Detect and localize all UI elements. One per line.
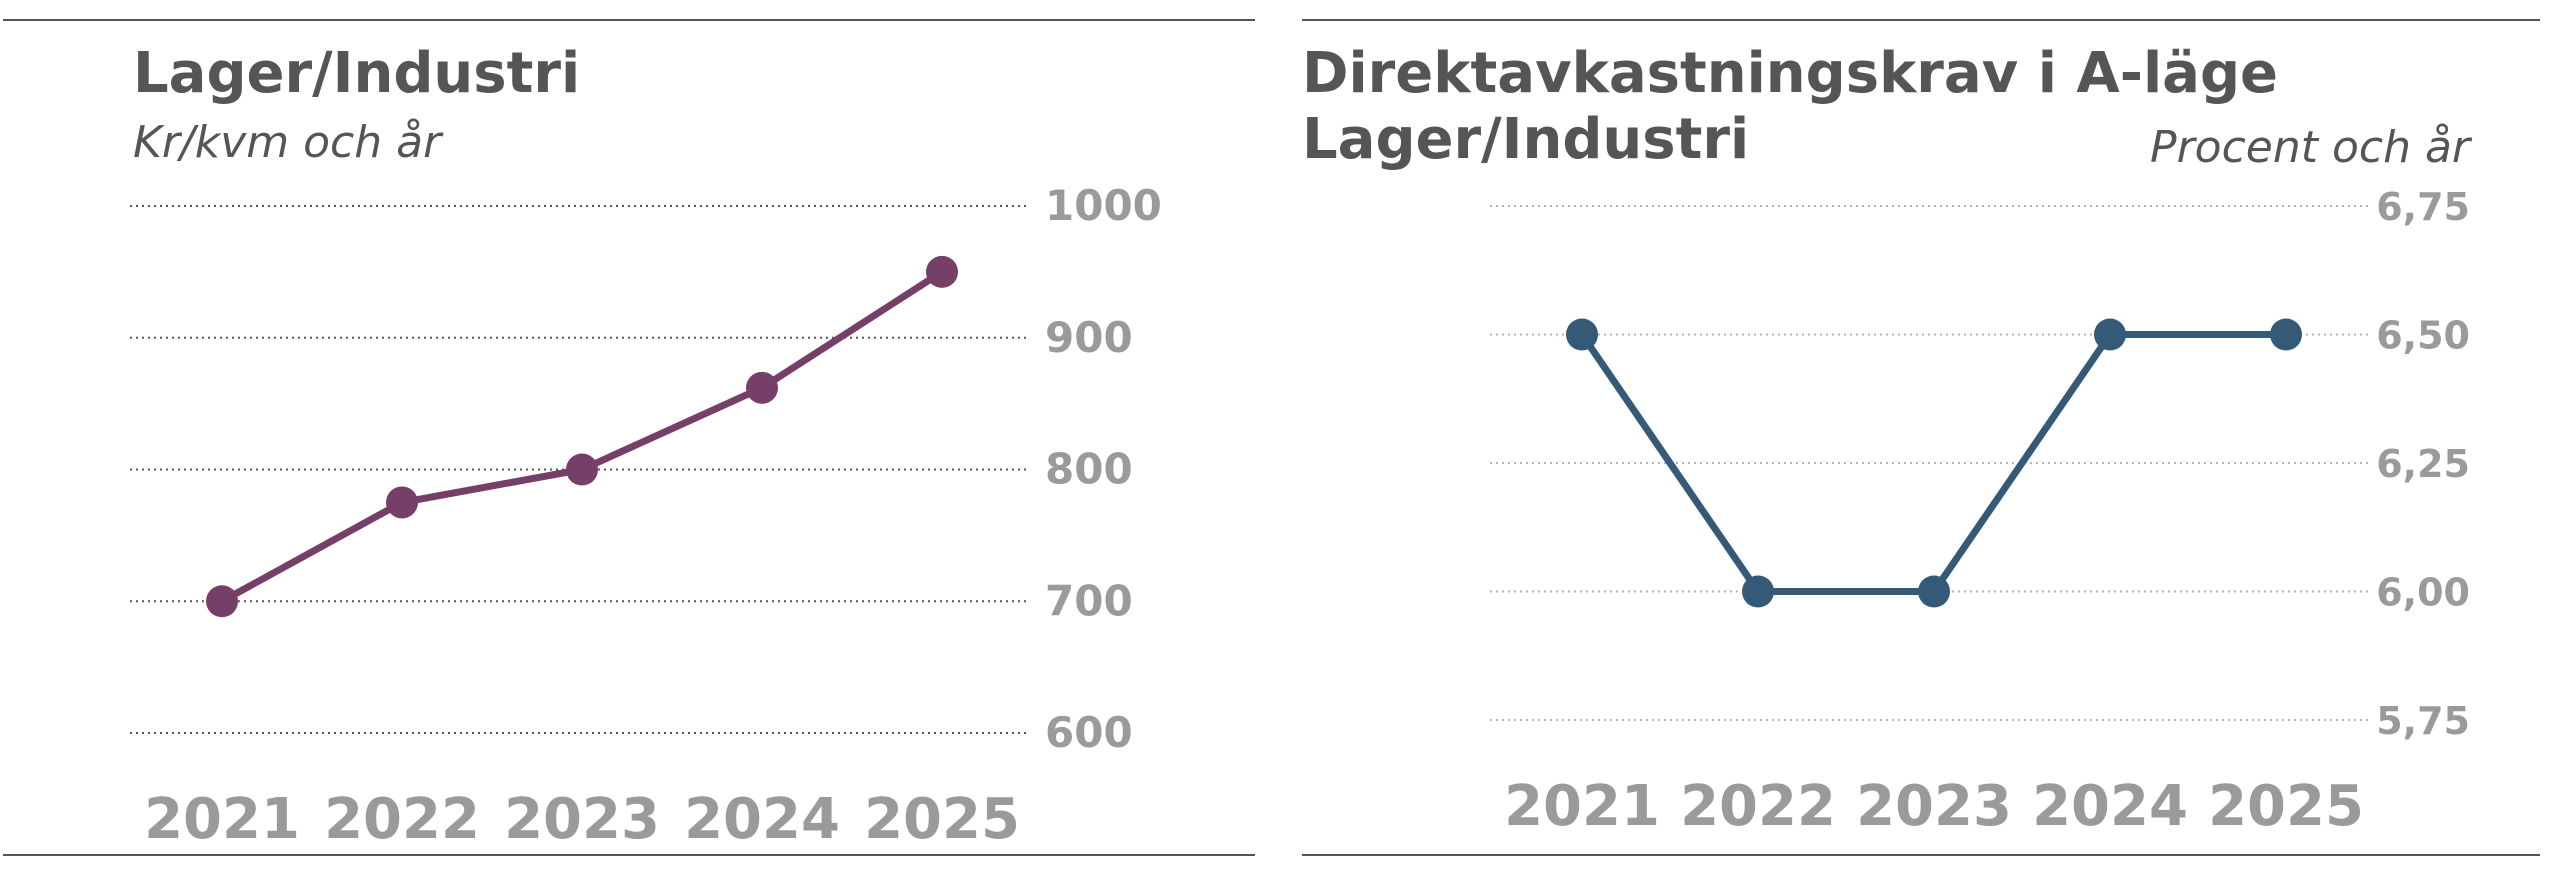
y-tick-label: 800 bbox=[1045, 445, 1133, 494]
chart-yield-title-line-2: Lager/Industri bbox=[1302, 107, 1749, 172]
chart-rent-subtitle: Kr/kvm och år bbox=[133, 117, 444, 168]
y-tick-label: 5,75 bbox=[2376, 699, 2470, 743]
chart-yield-title-line-1: Direktavkastningskrav i A-läge bbox=[1302, 41, 2278, 106]
data-point-2022 bbox=[386, 486, 418, 519]
x-tick-label: 2021 bbox=[144, 787, 300, 852]
data-point-2023 bbox=[1918, 575, 1950, 608]
x-tick-label: 2021 bbox=[1504, 774, 1660, 839]
chart-rent-y-ticks: 1000 900 800 700 600 bbox=[1045, 181, 1162, 757]
chart-yield: Direktavkastningskrav i A-läge Lager/Ind… bbox=[1302, 19, 2540, 856]
y-tick-label: 6,50 bbox=[2376, 314, 2470, 358]
y-tick-label: 700 bbox=[1045, 576, 1133, 625]
data-point-2023 bbox=[566, 453, 598, 486]
data-point-2021 bbox=[1566, 318, 1598, 351]
data-point-2024 bbox=[2094, 318, 2126, 351]
x-tick-label: 2023 bbox=[1856, 774, 2012, 839]
chart-rent-x-ticks: 2021 2022 2023 2024 2025 bbox=[144, 787, 1020, 852]
chart-rent-title: Lager/Industri bbox=[133, 41, 580, 106]
x-tick-label: 2023 bbox=[504, 787, 660, 852]
y-tick-label: 600 bbox=[1045, 708, 1133, 757]
x-tick-label: 2024 bbox=[2032, 774, 2188, 839]
data-point-2024 bbox=[746, 371, 778, 404]
data-point-2025 bbox=[2270, 318, 2302, 351]
y-tick-label: 900 bbox=[1045, 313, 1133, 362]
x-tick-label: 2022 bbox=[1680, 774, 1836, 839]
x-tick-label: 2025 bbox=[2208, 774, 2364, 839]
chart-yield-subtitle: Procent och år bbox=[2150, 122, 2473, 173]
chart-rent: Lager/Industri Kr/kvm och år 1000 900 800 7… bbox=[3, 19, 1255, 856]
y-tick-label: 1000 bbox=[1045, 181, 1162, 230]
chart-yield-x-ticks: 2021 2022 2023 2024 2025 bbox=[1504, 774, 2364, 839]
data-point-2021 bbox=[206, 585, 238, 618]
x-tick-label: 2022 bbox=[324, 787, 480, 852]
chart-yield-gridlines bbox=[1490, 205, 2370, 721]
x-tick-label: 2024 bbox=[684, 787, 840, 852]
chart-yield-y-ticks: 6,75 6,50 6,25 6,00 5,75 bbox=[2376, 185, 2470, 743]
y-tick-label: 6,25 bbox=[2376, 442, 2470, 486]
x-tick-label: 2025 bbox=[864, 787, 1020, 852]
data-point-2025 bbox=[926, 255, 958, 288]
y-tick-label: 6,00 bbox=[2376, 571, 2470, 615]
chart-rent-series bbox=[206, 255, 958, 618]
series-line bbox=[220, 268, 944, 605]
data-point-2022 bbox=[1742, 575, 1774, 608]
y-tick-label: 6,75 bbox=[2376, 185, 2470, 229]
chart-yield-series bbox=[1566, 318, 2302, 608]
